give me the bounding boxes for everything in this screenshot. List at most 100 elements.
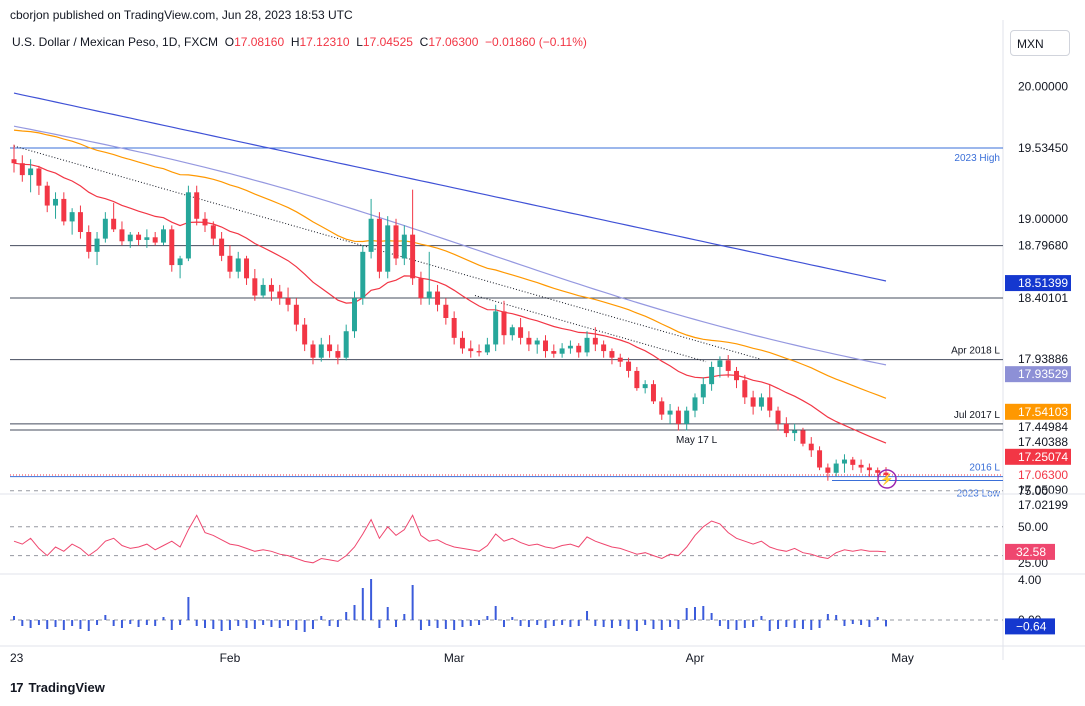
price-label-bg bbox=[1005, 275, 1071, 292]
candle-body bbox=[484, 344, 490, 353]
candle-body bbox=[111, 218, 117, 230]
rsi-tick-label: 75.00 bbox=[1018, 484, 1048, 498]
candle-body bbox=[152, 237, 158, 243]
candle-body bbox=[352, 298, 357, 332]
candle-body bbox=[476, 351, 482, 353]
candle-body bbox=[493, 311, 499, 345]
level-annotation: 2023 High bbox=[954, 153, 1000, 164]
osc-last-label: −0.64 bbox=[1016, 619, 1047, 633]
candle-body bbox=[136, 234, 142, 240]
time-tick-label: Apr bbox=[686, 651, 705, 665]
candle-body bbox=[227, 255, 233, 272]
candle-body bbox=[426, 291, 432, 299]
candle-body bbox=[601, 344, 607, 352]
candle-body bbox=[202, 218, 208, 226]
tv-logo-icon: 17 bbox=[10, 680, 24, 695]
candle-body bbox=[468, 348, 474, 352]
candle-body bbox=[667, 410, 673, 415]
change-value: −0.01860 (−0.11%) bbox=[485, 35, 587, 49]
high-label: H bbox=[290, 35, 300, 49]
price-axis-label: 17.93886 bbox=[1018, 352, 1068, 366]
candle-body bbox=[410, 234, 416, 279]
candle-body bbox=[244, 258, 250, 279]
candle-body bbox=[418, 278, 424, 299]
candle-body bbox=[725, 360, 731, 371]
price-label-bg bbox=[1005, 366, 1071, 383]
level-annotation: 2016 L bbox=[969, 463, 1000, 474]
level-annotation: May 17 L bbox=[676, 435, 718, 446]
ohlc-legend: U.S. Dollar / Mexican Peso, 1D, FXCM O17… bbox=[12, 35, 587, 49]
candle-body bbox=[401, 234, 407, 259]
candle-body bbox=[119, 229, 125, 242]
candle-body bbox=[734, 370, 740, 381]
candle-body bbox=[634, 370, 640, 389]
candle-body bbox=[534, 340, 540, 345]
candle-body bbox=[858, 464, 864, 468]
candle-body bbox=[194, 192, 200, 219]
candle-body bbox=[268, 284, 274, 292]
candle-body bbox=[675, 410, 681, 424]
candle-body bbox=[659, 401, 665, 415]
open-label: O bbox=[224, 35, 235, 49]
candle-body bbox=[559, 348, 565, 354]
candle-body bbox=[368, 218, 374, 252]
candle-body bbox=[435, 291, 441, 305]
price-tick-label: 19.00000 bbox=[1018, 212, 1068, 226]
ema-50-line bbox=[13, 129, 887, 399]
candle-body bbox=[875, 470, 881, 473]
time-tick-label: Feb bbox=[220, 651, 241, 665]
price-axis-label: 17.25074 bbox=[1018, 450, 1068, 464]
osc-last-bg bbox=[1005, 618, 1055, 635]
candle-body bbox=[53, 198, 59, 206]
candle-body bbox=[783, 423, 789, 434]
osc-tick-label: 4.00 bbox=[1018, 573, 1042, 587]
candle-body bbox=[551, 351, 557, 354]
candle-body bbox=[210, 225, 216, 239]
low-value: 17.04525 bbox=[362, 35, 413, 49]
candle-body bbox=[833, 463, 839, 473]
candle-body bbox=[293, 304, 299, 325]
publisher-credit: cborjon published on TradingView.com, Ju… bbox=[10, 8, 353, 22]
candle-body bbox=[36, 168, 42, 186]
price-axis-label: 19.53450 bbox=[1018, 141, 1068, 155]
price-axis-label: 17.06300 bbox=[1018, 468, 1068, 482]
candle-body bbox=[617, 357, 623, 362]
level-annotation: Jul 2017 L bbox=[954, 410, 1001, 421]
candle-body bbox=[310, 344, 316, 358]
candle-body bbox=[177, 258, 183, 266]
candle-body bbox=[684, 410, 690, 424]
candle-body bbox=[518, 327, 524, 338]
time-tick-label: 23 bbox=[10, 651, 24, 665]
candle-body bbox=[77, 212, 83, 232]
candle-body bbox=[850, 459, 856, 465]
candle-body bbox=[767, 397, 773, 411]
currency-selector[interactable]: MXN bbox=[1010, 30, 1070, 56]
candle-body bbox=[451, 318, 457, 338]
alert-circle-icon bbox=[877, 469, 897, 489]
candle-body bbox=[526, 337, 532, 345]
candle-body bbox=[102, 218, 108, 239]
candle-body bbox=[576, 345, 582, 353]
candle-body bbox=[302, 324, 308, 345]
candle-body bbox=[883, 472, 889, 476]
candle-body bbox=[642, 384, 648, 389]
candle-body bbox=[692, 397, 698, 411]
candle-body bbox=[717, 360, 723, 367]
tradingview-logo[interactable]: 17 TradingView bbox=[10, 680, 105, 695]
rsi-tick-label: 50.00 bbox=[1018, 520, 1048, 534]
low-label: L bbox=[356, 35, 363, 49]
candle-body bbox=[626, 361, 632, 371]
candle-body bbox=[94, 238, 100, 252]
time-tick-label: Mar bbox=[444, 651, 465, 665]
candle-body bbox=[825, 467, 831, 473]
candle-body bbox=[61, 198, 67, 222]
candle-body bbox=[800, 430, 806, 444]
open-value: 17.08160 bbox=[234, 35, 285, 49]
candle-body bbox=[700, 384, 706, 398]
price-label-bg bbox=[1005, 448, 1071, 465]
price-label-bg bbox=[1005, 403, 1071, 420]
candle-body bbox=[44, 185, 50, 206]
candle-body bbox=[650, 384, 656, 402]
candle-body bbox=[360, 251, 366, 299]
